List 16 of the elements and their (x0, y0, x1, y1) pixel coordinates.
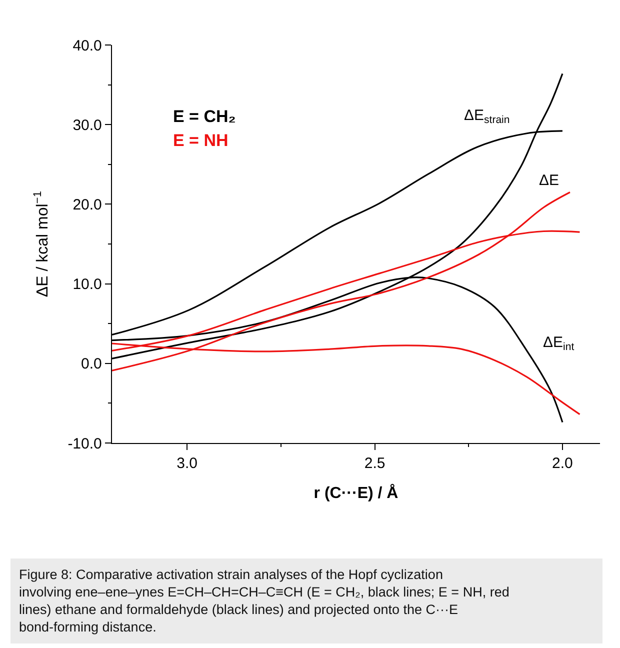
y-tick-label: 40.0 (72, 37, 102, 54)
y-tick-label: 0.0 (81, 356, 102, 373)
y-tick-label: 20.0 (72, 196, 102, 214)
annotation: ΔE$_{strain}$ (464, 107, 510, 126)
text: E = NH (173, 131, 228, 150)
caption: Figure 8: Comparative activation strain analyses of the Hopf cyclization involving ene–ene–ynes E=CH–CH=CH–C≡CH (E = CH₂, black lines; E = NH, red lines) ethane and formaldehyde (black lines) and projected onto the C···E bond-forming distance. (19, 567, 510, 635)
annotation: ΔE (539, 172, 560, 189)
y-tick-label: -10.0 (68, 435, 102, 452)
annotation: ΔE$_{int}$ (543, 334, 574, 354)
x-tick-label: 3.0 (176, 455, 198, 472)
y-tick-label: 10.0 (72, 276, 102, 294)
x-tick-label: 2.0 (552, 455, 573, 472)
x-tick-label: 2.5 (364, 455, 386, 472)
x-axis-title: r (C···E) / Å (314, 482, 399, 502)
text: E = CH₂ (173, 107, 236, 126)
y-tick-label: 30.0 (72, 116, 102, 134)
